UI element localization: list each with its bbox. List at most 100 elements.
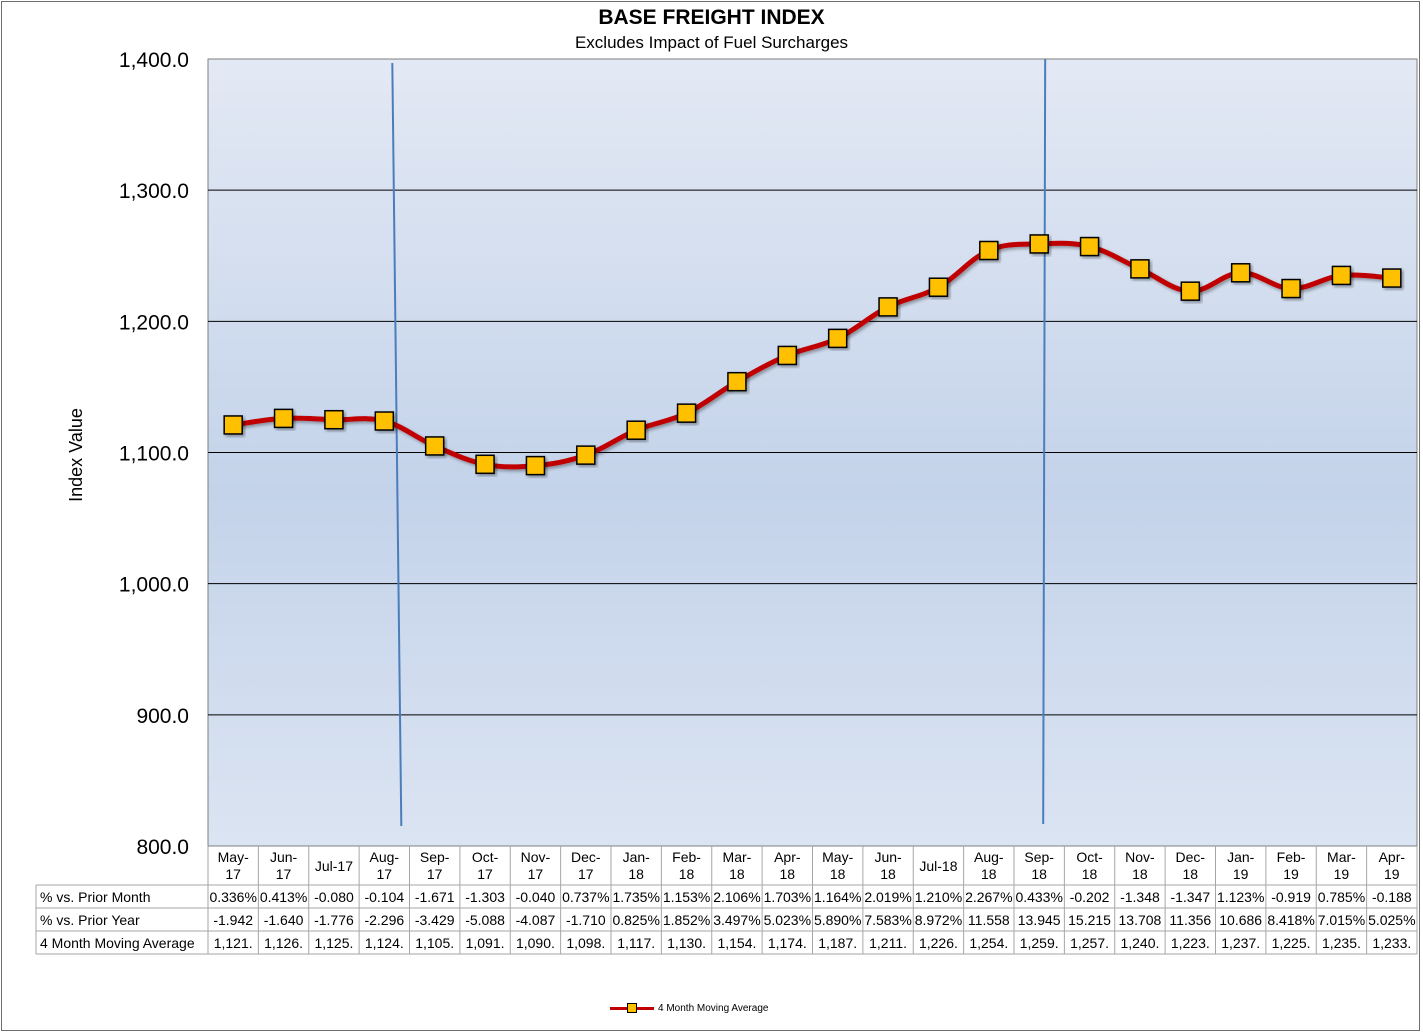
data-point <box>1130 259 1150 279</box>
data-point <box>1079 236 1100 257</box>
x-category-label: Apr-19 <box>1379 849 1406 882</box>
x-category-label: Mar-18 <box>723 849 752 882</box>
table-cell: 1,240. <box>1120 935 1159 951</box>
y-tick-label: 1,300.0 <box>119 180 189 203</box>
table-cell: 1,105. <box>415 935 454 951</box>
table-cell: 1,259. <box>1020 935 1059 951</box>
table-cell: 2.106% <box>713 889 760 905</box>
data-point <box>223 415 243 435</box>
data-point <box>928 277 949 297</box>
table-cell: -1.303 <box>465 889 505 905</box>
table-cell: 2.267% <box>965 889 1012 905</box>
table-cell: 1,211. <box>869 935 907 951</box>
data-point <box>576 445 596 465</box>
x-category-label: Jun-17 <box>270 849 298 882</box>
x-category-label: Dec-18 <box>1176 849 1206 882</box>
table-cell: 1.123% <box>1217 889 1264 905</box>
data-point <box>273 408 294 429</box>
data-point <box>1331 265 1352 286</box>
table-cell: 1,154. <box>717 935 756 951</box>
table-cell: 0.785% <box>1318 889 1365 905</box>
x-category-label: Sep-18 <box>1024 849 1054 882</box>
x-category-label: May-18 <box>822 849 853 882</box>
table-cell: 1,121. <box>214 935 253 951</box>
x-category-label: Aug-18 <box>974 849 1004 882</box>
data-point <box>827 328 848 349</box>
x-category-label: Mar-19 <box>1327 849 1356 882</box>
x-category-label: Jul-18 <box>919 858 957 874</box>
data-point <box>878 297 898 317</box>
y-axis-title: Index Value <box>66 408 86 502</box>
x-category-label: Jun-18 <box>874 849 902 882</box>
table-cell: -1.776 <box>314 912 354 928</box>
x-category-label: Nov-17 <box>521 849 551 882</box>
table-cell: -0.080 <box>314 889 354 905</box>
table-cell: -0.188 <box>1372 889 1412 905</box>
table-cell: 11.356 <box>1169 912 1211 928</box>
chart-title: BASE FREIGHT INDEX <box>598 6 825 29</box>
table-cell: 7.583% <box>864 912 911 928</box>
data-point <box>1230 263 1251 283</box>
series-4-month-moving-average <box>223 234 1402 476</box>
table-cell: 13.708 <box>1119 912 1162 928</box>
x-category-label: Dec-17 <box>571 849 601 882</box>
table-cell: 1,098. <box>566 935 605 951</box>
x-category-label: Sep-17 <box>420 849 450 882</box>
gridlines <box>208 189 1417 716</box>
table-cell: 8.972% <box>915 912 962 928</box>
data-point <box>324 409 344 430</box>
x-category-label: Apr-18 <box>774 849 801 882</box>
y-tick-label: 800.0 <box>136 836 189 859</box>
table-cell: 1,125. <box>314 935 353 951</box>
y-axis: 800.0 900.0 1,000.0 1,100.0 1,200.0 1,300.0 1,… <box>119 49 189 859</box>
table-cell: -1.347 <box>1170 889 1210 905</box>
chart-subtitle: Excludes Impact of Fuel Surcharges <box>574 33 849 52</box>
data-point <box>676 403 697 423</box>
table-cell: 1,130. <box>667 935 706 951</box>
table-cell: 15.215 <box>1068 912 1111 928</box>
table-cell: 1,233. <box>1372 935 1411 951</box>
table-cell: 1.210% <box>915 889 962 905</box>
table-row-label: % vs. Prior Month <box>40 889 150 905</box>
table-cell: 1,254. <box>969 935 1008 951</box>
table-cell: -0.040 <box>516 889 556 905</box>
table-cell: -1.671 <box>415 889 455 905</box>
data-point <box>727 371 747 392</box>
table-cell: 3.497% <box>713 912 760 928</box>
data-point <box>979 240 999 261</box>
table-cell: 0.336% <box>209 889 256 905</box>
table-cell: 5.023% <box>764 912 811 928</box>
table-cell: 1,226. <box>919 935 958 951</box>
table-cell: -4.087 <box>516 912 556 928</box>
data-point <box>1180 281 1201 301</box>
y-tick-label: 900.0 <box>136 705 189 728</box>
table-cell: 1.703% <box>764 889 811 905</box>
data-point <box>1382 268 1402 288</box>
table-cell: 8.418% <box>1267 912 1314 928</box>
table-row-label: % vs. Prior Year <box>40 912 140 928</box>
data-point <box>626 420 646 440</box>
table-cell: 10.686 <box>1219 912 1262 928</box>
legend-swatch <box>610 1001 654 1015</box>
data-point <box>1029 234 1049 254</box>
data-point <box>475 454 495 475</box>
table-cell: 0.433% <box>1015 889 1062 905</box>
x-category-label: May-17 <box>218 849 249 882</box>
data-table: May-17 Jun-17 Jul-17 Aug-17 Sep-17 Oct-17 Nov-… <box>35 846 1418 955</box>
table-cell: 1,257. <box>1070 935 1109 951</box>
table-cell: 1,117. <box>617 935 655 951</box>
table-cell: -2.296 <box>364 912 404 928</box>
table-cell: -0.104 <box>364 889 404 905</box>
table-cell: 1,237. <box>1221 935 1260 951</box>
x-category-label: Jul-17 <box>315 858 353 874</box>
x-category-label: Oct-18 <box>1076 849 1103 882</box>
x-category-label: Jan-18 <box>623 849 651 882</box>
table-cell: -0.202 <box>1070 889 1110 905</box>
x-category-label: Feb-19 <box>1277 849 1306 882</box>
y-tick-label: 1,200.0 <box>119 311 189 334</box>
table-cell: 11.558 <box>968 912 1010 928</box>
table-cell: 0.413% <box>260 889 307 905</box>
table-cell: 0.825% <box>612 912 659 928</box>
